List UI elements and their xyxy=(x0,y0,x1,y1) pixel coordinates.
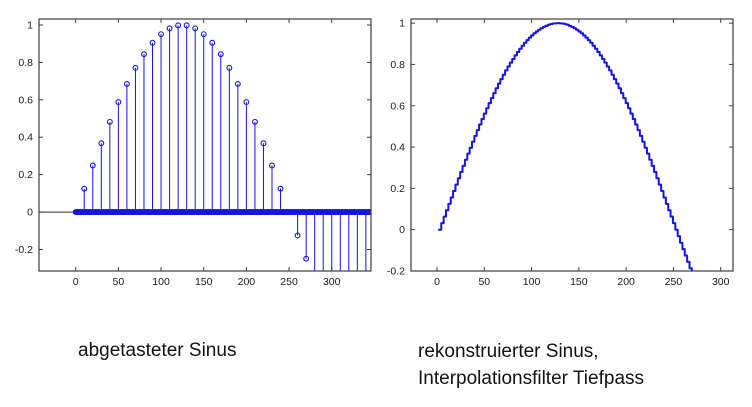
svg-text:0.2: 0.2 xyxy=(390,183,405,195)
svg-text:0: 0 xyxy=(73,276,79,288)
svg-text:50: 50 xyxy=(478,276,490,288)
caption-reconstructed-sine: rekonstruierter Sinus, Interpolationsfil… xyxy=(418,338,644,392)
caption-reconstructed-line2: Interpolationsfilter Tiefpass xyxy=(418,368,645,389)
svg-text:50: 50 xyxy=(113,276,125,288)
svg-text:1: 1 xyxy=(27,19,33,31)
caption-reconstructed-line1: rekonstruierter Sinus, xyxy=(418,341,599,362)
svg-text:0.2: 0.2 xyxy=(18,169,33,181)
svg-text:0.8: 0.8 xyxy=(18,57,33,69)
line-plot-reconstructed-sine: 0 50 100 150 200 250 300 -0.2 0 0.2 0.4 0.6 0.8 1 xyxy=(387,18,734,288)
svg-text:300: 300 xyxy=(712,276,730,288)
svg-text:0: 0 xyxy=(399,224,405,236)
svg-text:-0.2: -0.2 xyxy=(387,266,405,278)
svg-text:0: 0 xyxy=(434,276,440,288)
svg-text:200: 200 xyxy=(238,276,256,288)
svg-text:150: 150 xyxy=(195,276,213,288)
svg-text:0.4: 0.4 xyxy=(18,132,33,144)
svg-text:0.8: 0.8 xyxy=(390,59,405,71)
svg-text:100: 100 xyxy=(152,276,170,288)
stem-plot-sampled-sine: 0 50 100 150 200 250 300 -0.2 0 0.2 0.4 0.6 0.8 1 xyxy=(15,18,372,288)
svg-text:100: 100 xyxy=(523,276,541,288)
svg-text:1: 1 xyxy=(399,18,405,30)
svg-text:0.6: 0.6 xyxy=(18,94,33,106)
svg-text:0.6: 0.6 xyxy=(390,100,405,112)
svg-text:250: 250 xyxy=(665,276,683,288)
caption-sampled-sine: abgetasteter Sinus xyxy=(78,340,237,361)
svg-text:200: 200 xyxy=(617,276,635,288)
svg-text:300: 300 xyxy=(323,276,341,288)
svg-text:0.4: 0.4 xyxy=(390,142,405,154)
svg-text:250: 250 xyxy=(280,276,298,288)
svg-text:-0.2: -0.2 xyxy=(15,244,33,256)
svg-text:0: 0 xyxy=(27,207,33,219)
svg-text:150: 150 xyxy=(570,276,588,288)
